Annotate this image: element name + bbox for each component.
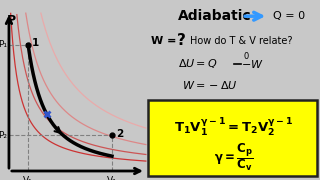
Text: 1: 1 — [32, 38, 39, 48]
Text: Q = 0: Q = 0 — [273, 11, 306, 21]
Text: W =: W = — [151, 35, 180, 46]
Text: How do T & V relate?: How do T & V relate? — [190, 35, 293, 46]
Text: 0: 0 — [243, 52, 248, 61]
FancyBboxPatch shape — [148, 100, 317, 176]
Text: V₂: V₂ — [107, 176, 117, 180]
Text: $\Delta U = Q$: $\Delta U = Q$ — [178, 57, 218, 70]
Text: ?: ? — [177, 33, 186, 48]
Text: $\mathbf{\gamma = \dfrac{C_p}{C_v}}$: $\mathbf{\gamma = \dfrac{C_p}{C_v}}$ — [214, 141, 253, 174]
Text: $W = -\Delta U$: $W = -\Delta U$ — [182, 79, 238, 91]
Text: P₂: P₂ — [0, 131, 8, 140]
Text: $-W$: $-W$ — [241, 58, 264, 70]
Text: Adiabatic: Adiabatic — [178, 9, 252, 23]
Text: P₁: P₁ — [0, 40, 8, 49]
Text: P: P — [7, 14, 16, 27]
Text: $\mathbf{T_1 V_1^{\gamma -1} = T_2 V_2^{\gamma -1}}$: $\mathbf{T_1 V_1^{\gamma -1} = T_2 V_2^{… — [174, 116, 293, 138]
Text: 2: 2 — [116, 129, 123, 139]
Text: V₁: V₁ — [23, 176, 33, 180]
